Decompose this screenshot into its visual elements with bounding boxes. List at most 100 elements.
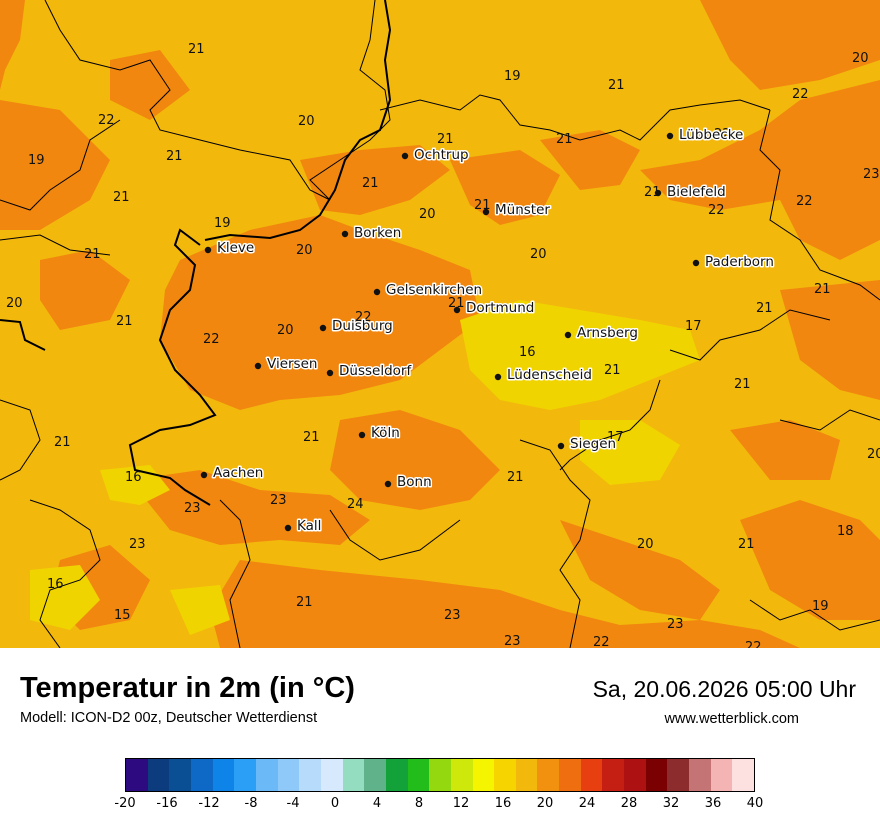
legend-tick-label: 20 xyxy=(536,796,554,811)
legend-swatch xyxy=(342,759,365,791)
legend-swatch xyxy=(364,759,386,791)
city-marker xyxy=(341,230,349,238)
city-label-borken: Borken xyxy=(354,225,401,241)
city-label-duisburg: Duisburg xyxy=(332,318,393,334)
city-marker xyxy=(384,480,392,488)
legend-swatch xyxy=(602,759,625,791)
city-marker xyxy=(654,189,662,197)
value-label: 24 xyxy=(347,497,364,512)
city-marker xyxy=(494,373,502,381)
legend-tick-label: 4 xyxy=(372,796,382,811)
legend-swatch xyxy=(689,759,711,791)
legend-swatch xyxy=(234,759,256,791)
cool-zones xyxy=(30,300,700,635)
value-label: 22 xyxy=(708,203,725,218)
legend-swatch xyxy=(450,759,473,791)
city-marker xyxy=(284,524,292,532)
city-label-luedenscheid: Lüdenscheid xyxy=(507,367,592,383)
city-label-ochtrup: Ochtrup xyxy=(414,147,469,163)
legend-tick-label: -8 xyxy=(244,796,258,811)
value-label: 20 xyxy=(296,243,313,258)
city-marker xyxy=(557,442,565,450)
legend-swatch xyxy=(320,759,343,791)
value-label: 21 xyxy=(734,377,751,392)
value-label: 21 xyxy=(756,301,773,316)
city-marker xyxy=(453,306,461,314)
legend-swatch xyxy=(255,759,278,791)
value-label: 21 xyxy=(54,435,71,450)
legend-tick-label: 40 xyxy=(746,796,764,811)
value-label: 21 xyxy=(362,176,379,191)
city-marker xyxy=(204,246,212,254)
value-label: 16 xyxy=(125,470,142,485)
value-label: 15 xyxy=(114,608,131,623)
legend-swatch xyxy=(667,759,690,791)
legend-tick-label: -12 xyxy=(198,796,220,811)
legend-swatch xyxy=(169,759,191,791)
website-link[interactable]: www.wetterblick.com xyxy=(664,711,799,727)
value-label: 22 xyxy=(355,310,372,325)
value-label: 22 xyxy=(98,113,115,128)
value-label: 17 xyxy=(685,319,702,334)
value-label: 23 xyxy=(129,537,146,552)
city-marker xyxy=(319,324,327,332)
city-marker xyxy=(254,362,262,370)
city-label-muenster: Münster xyxy=(495,202,550,218)
city-label-aachen: Aachen xyxy=(213,465,263,481)
legend-swatch xyxy=(299,759,321,791)
legend-tick-label: 12 xyxy=(452,796,470,811)
legend-tick-label: 0 xyxy=(330,796,340,811)
value-label: 23 xyxy=(504,634,521,648)
legend-swatch xyxy=(559,759,581,791)
color-scale-legend xyxy=(125,758,755,792)
value-label: 16 xyxy=(519,345,536,360)
city-label-bonn: Bonn xyxy=(397,474,432,490)
city-label-luebbecke: Lübbecke xyxy=(679,127,743,143)
value-label: 23 xyxy=(863,167,880,182)
value-label: 22 xyxy=(714,127,731,142)
city-label-kleve: Kleve xyxy=(217,240,254,256)
value-label: 22 xyxy=(792,87,809,102)
value-label: 19 xyxy=(504,69,521,84)
value-label: 23 xyxy=(444,608,461,623)
temperature-map: 21 19 20 21 21 22 22 20 19 21 21 21 21 2… xyxy=(0,0,880,648)
value-label: 22 xyxy=(745,640,762,648)
value-label: 20 xyxy=(298,114,315,129)
value-label: 22 xyxy=(593,635,610,648)
legend-swatch xyxy=(515,759,538,791)
legend-tick-label: 36 xyxy=(704,796,722,811)
city-marker xyxy=(358,431,366,439)
value-label: 18 xyxy=(837,524,854,539)
legend-swatch xyxy=(407,759,430,791)
city-label-kall: Kall xyxy=(297,518,321,534)
city-marker xyxy=(373,288,381,296)
forecast-datetime: Sa, 20.06.2026 05:00 Uhr xyxy=(592,676,856,702)
value-label: 21 xyxy=(448,296,465,311)
value-label: 19 xyxy=(812,599,829,614)
map-title: Temperatur in 2m (in °C) xyxy=(20,672,355,704)
map-footer: Temperatur in 2m (in °C) Modell: ICON-D2… xyxy=(0,648,880,830)
value-label: 20 xyxy=(277,323,294,338)
value-label: 20 xyxy=(530,247,547,262)
legend-swatch xyxy=(212,759,235,791)
value-label: 20 xyxy=(867,447,880,462)
legend-tick-label: 24 xyxy=(578,796,596,811)
value-label: 23 xyxy=(184,501,201,516)
boundaries xyxy=(0,0,880,648)
value-label: 22 xyxy=(796,194,813,209)
legend-swatch xyxy=(429,759,451,791)
value-label: 23 xyxy=(270,493,287,508)
city-label-gelsenkirchen: Gelsenkirchen xyxy=(386,282,482,298)
value-label: 21 xyxy=(556,132,573,147)
legend-tick-label: 32 xyxy=(662,796,680,811)
value-label: 19 xyxy=(214,216,231,231)
legend-swatch xyxy=(732,759,755,791)
legend-tick-label: 8 xyxy=(414,796,424,811)
value-label: 21 xyxy=(296,595,313,610)
value-label: 21 xyxy=(608,78,625,93)
value-label: 21 xyxy=(437,132,454,147)
temperature-values: 21 19 20 21 21 22 22 20 19 21 21 21 21 2… xyxy=(6,42,880,648)
value-label: 20 xyxy=(419,207,436,222)
legend-swatch xyxy=(277,759,300,791)
city-label-koeln: Köln xyxy=(371,425,400,441)
